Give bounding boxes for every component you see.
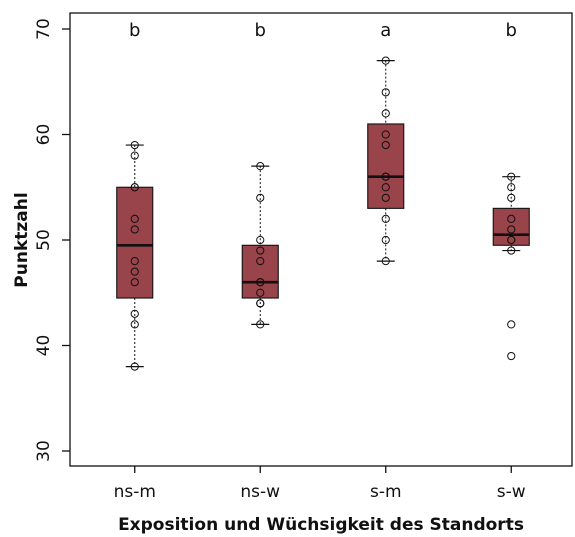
data-point <box>381 109 390 118</box>
data-point <box>381 130 390 139</box>
x-tick-label: ns-w <box>240 482 280 502</box>
data-point <box>507 235 516 245</box>
data-point <box>256 320 265 329</box>
data-point <box>507 193 516 202</box>
data-point <box>381 257 390 266</box>
data-point <box>256 235 265 245</box>
data-point <box>381 214 390 223</box>
data-point <box>130 183 139 192</box>
box-group <box>492 172 530 361</box>
data-point <box>130 225 139 234</box>
box-group <box>367 56 405 266</box>
x-tick-label: s-m <box>370 482 402 502</box>
data-point <box>130 257 139 266</box>
data-point <box>130 267 139 276</box>
data-point <box>381 140 390 150</box>
data-point <box>381 172 390 181</box>
box-group <box>116 140 154 371</box>
data-point <box>130 362 139 371</box>
data-point <box>130 320 139 329</box>
data-point <box>130 278 139 287</box>
data-point <box>130 309 139 318</box>
data-point <box>381 88 390 97</box>
data-point <box>130 214 139 223</box>
data-point <box>256 288 265 297</box>
data-point <box>381 193 390 202</box>
data-point <box>130 140 139 150</box>
data-point <box>507 320 516 329</box>
data-point <box>507 183 516 192</box>
y-axis-title: Punktzahl <box>12 192 32 287</box>
significance-letter: b <box>129 20 140 41</box>
x-axis-title: Exposition und Wüchsigkeit des Standorts <box>118 515 524 535</box>
box-iqr <box>241 244 279 299</box>
data-point <box>256 193 265 202</box>
data-point <box>256 246 265 255</box>
significance-letter: b <box>506 20 517 41</box>
box-iqr <box>116 186 154 299</box>
data-point <box>381 183 390 192</box>
y-axis: 30 40 50 60 70 <box>34 18 70 462</box>
y-tick-label: 40 <box>34 335 54 357</box>
significance-letter: b <box>255 20 266 41</box>
y-tick-label: 30 <box>34 440 54 462</box>
data-point <box>256 278 265 287</box>
y-tick-label: 70 <box>34 18 54 40</box>
data-point <box>256 299 265 308</box>
y-tick-label: 50 <box>34 229 54 251</box>
data-point <box>381 235 390 245</box>
box-iqr <box>492 207 530 246</box>
data-point <box>507 225 516 234</box>
data-point <box>256 257 265 266</box>
data-point <box>381 56 390 65</box>
data-point <box>507 172 516 181</box>
significance-letter: a <box>380 20 391 41</box>
y-tick-label: 60 <box>34 124 54 146</box>
x-tick-label: s-w <box>497 482 526 502</box>
box-series <box>116 56 530 371</box>
data-point <box>130 151 139 160</box>
x-axis: ns-m ns-w s-m s-w <box>114 466 526 502</box>
box-group <box>241 162 279 329</box>
data-point <box>507 246 516 255</box>
data-point <box>256 162 265 171</box>
data-point <box>507 351 516 361</box>
x-tick-label: ns-m <box>114 482 156 502</box>
data-point <box>507 214 516 223</box>
box-iqr <box>367 123 405 209</box>
